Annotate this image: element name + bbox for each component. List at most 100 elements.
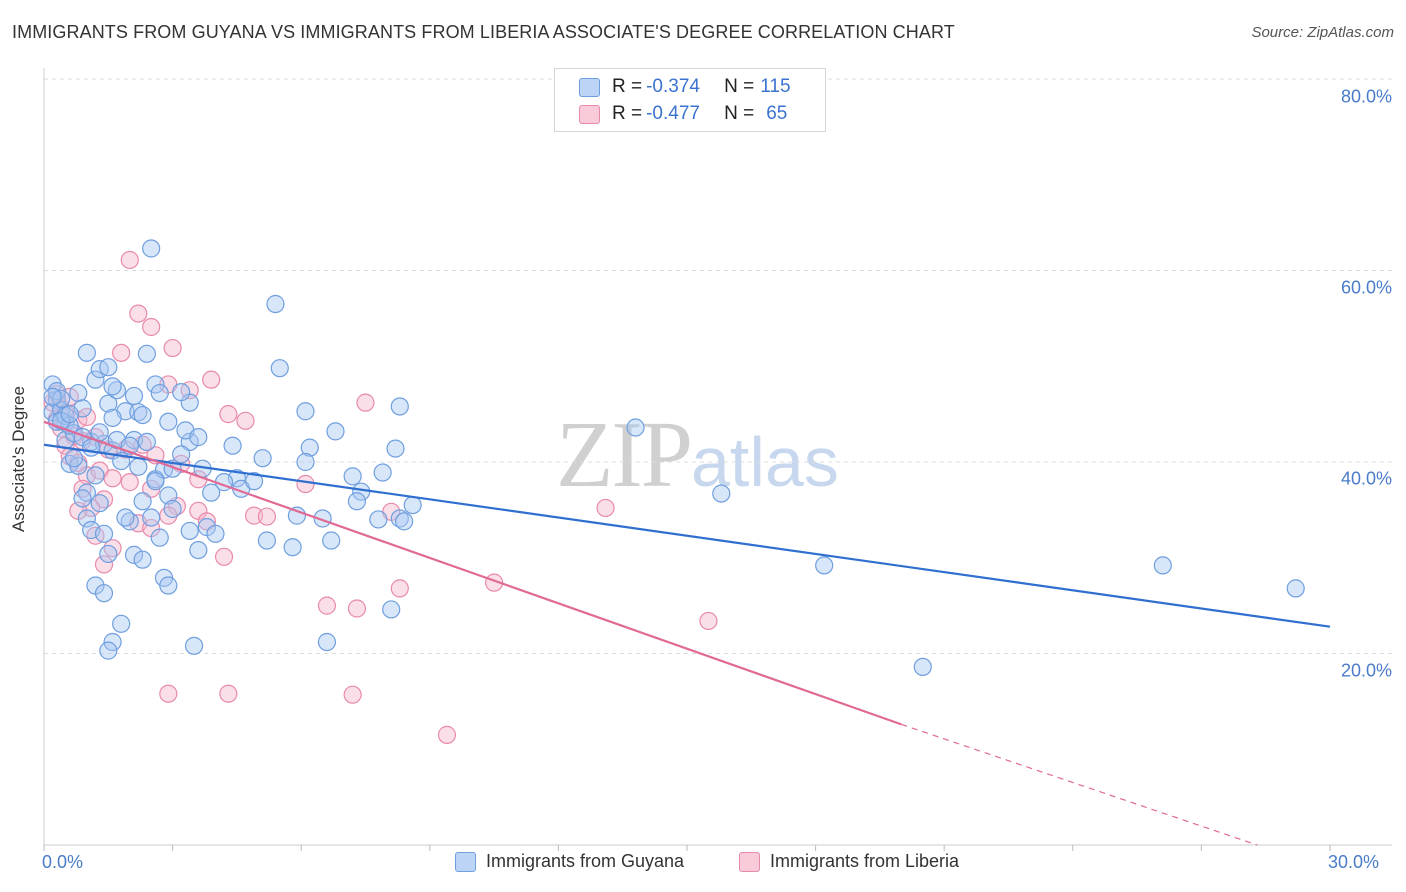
liberia-point bbox=[77, 407, 96, 427]
legend-item-liberia: Immigrants from Liberia bbox=[739, 851, 959, 872]
liberia-point bbox=[596, 498, 615, 518]
guyana-trend-line bbox=[43, 443, 1331, 628]
x-tick-label: 0.0% bbox=[42, 852, 84, 872]
guyana-point bbox=[296, 402, 315, 421]
guyana-point bbox=[172, 445, 191, 464]
guyana-point bbox=[146, 472, 165, 491]
source-credit: Source: ZipAtlas.com bbox=[1251, 24, 1394, 41]
liberia-trend-extension bbox=[901, 723, 1258, 846]
guyana-point bbox=[90, 494, 109, 513]
guyana-point bbox=[815, 556, 834, 575]
legend-r-value: -0.477 bbox=[646, 103, 700, 124]
guyana-point bbox=[86, 466, 105, 485]
guyana-point bbox=[270, 359, 289, 378]
liberia-point bbox=[197, 512, 216, 531]
guyana-point bbox=[142, 239, 161, 258]
legend-label-guyana: Immigrants from Guyana bbox=[486, 851, 685, 871]
guyana-point bbox=[343, 467, 362, 486]
guyana-point bbox=[189, 428, 208, 447]
legend-item-guyana: Immigrants from Guyana bbox=[455, 851, 684, 872]
x-tick-label: 30.0% bbox=[1328, 852, 1380, 872]
legend-n-value: 115 bbox=[760, 76, 791, 97]
y-axis-label: Associate's Degree bbox=[9, 386, 28, 532]
correlation-legend: R = -0.374 N = 115 R = -0.477 N = 65 bbox=[554, 68, 826, 132]
guyana-point bbox=[124, 545, 144, 564]
guyana-point bbox=[99, 358, 118, 377]
guyana-point bbox=[129, 457, 148, 476]
legend-r-label: R = bbox=[612, 76, 643, 97]
guyana-point bbox=[296, 452, 315, 472]
liberia-point bbox=[390, 579, 409, 598]
liberia-point bbox=[142, 317, 161, 337]
guyana-point bbox=[99, 641, 118, 660]
guyana-point bbox=[283, 538, 302, 557]
guyana-point bbox=[73, 489, 92, 508]
liberia-point bbox=[437, 725, 457, 744]
guyana-point bbox=[103, 377, 122, 396]
guyana-point bbox=[347, 492, 367, 511]
legend-row-guyana: R = -0.374 N = 115 bbox=[579, 76, 791, 98]
y-tick-label: 20.0% bbox=[1340, 660, 1392, 681]
guyana-point bbox=[266, 294, 285, 314]
guyana-point bbox=[159, 576, 178, 595]
guyana-point bbox=[287, 506, 307, 525]
guyana-point bbox=[390, 397, 409, 416]
guyana-point bbox=[253, 449, 272, 468]
liberia-point bbox=[244, 506, 264, 525]
y-tick-label: 60.0% bbox=[1340, 277, 1392, 298]
guyana-point bbox=[394, 512, 414, 531]
guyana-point bbox=[369, 510, 388, 529]
liberia-point bbox=[214, 547, 234, 566]
liberia-point bbox=[317, 596, 337, 615]
guyana-point bbox=[322, 531, 341, 550]
guyana-point bbox=[103, 632, 122, 652]
liberia-point bbox=[236, 411, 255, 430]
guyana-point bbox=[116, 508, 135, 527]
guyana-point bbox=[64, 449, 84, 468]
guyana-point bbox=[99, 544, 118, 564]
liberia-legend-swatch bbox=[739, 851, 760, 872]
guyana-point bbox=[137, 432, 156, 451]
guyana-point bbox=[150, 528, 169, 547]
guyana-point bbox=[159, 412, 178, 431]
legend-n-label: N = bbox=[724, 76, 755, 97]
guyana-point bbox=[202, 483, 221, 502]
guyana-point bbox=[180, 432, 199, 451]
guyana-point bbox=[77, 509, 96, 528]
liberia-point bbox=[347, 599, 367, 618]
liberia-swatch bbox=[579, 104, 600, 124]
watermark-zip: ZIP bbox=[556, 403, 693, 507]
guyana-point bbox=[94, 524, 114, 543]
liberia-point bbox=[202, 370, 221, 389]
liberia-point bbox=[163, 338, 182, 358]
y-tick-label: 80.0% bbox=[1340, 86, 1392, 107]
guyana-point bbox=[373, 463, 392, 482]
liberia-point bbox=[112, 343, 131, 362]
guyana-point bbox=[326, 422, 345, 441]
guyana-point bbox=[124, 386, 144, 406]
guyana-point bbox=[112, 614, 131, 633]
y-tick-label: 40.0% bbox=[1340, 468, 1392, 489]
guyana-point bbox=[103, 408, 122, 428]
guyana-point bbox=[257, 531, 277, 550]
legend-r-value: -0.374 bbox=[646, 76, 700, 97]
liberia-point bbox=[159, 684, 178, 703]
guyana-point bbox=[913, 657, 932, 677]
guyana-swatch bbox=[579, 77, 600, 97]
liberia-point bbox=[120, 473, 139, 492]
guyana-point bbox=[223, 436, 242, 455]
guyana-point bbox=[172, 383, 191, 402]
legend-label-liberia: Immigrants from Liberia bbox=[770, 851, 960, 871]
liberia-point bbox=[699, 611, 718, 631]
liberia-point bbox=[219, 405, 238, 424]
guyana-point bbox=[142, 508, 161, 527]
guyana-point bbox=[146, 375, 165, 394]
guyana-point bbox=[317, 632, 337, 652]
guyana-point bbox=[60, 405, 79, 424]
guyana-point bbox=[626, 418, 645, 437]
guyana-point bbox=[712, 484, 731, 503]
liberia-point bbox=[356, 393, 375, 412]
liberia-point bbox=[343, 685, 362, 704]
guyana-point bbox=[137, 344, 156, 363]
